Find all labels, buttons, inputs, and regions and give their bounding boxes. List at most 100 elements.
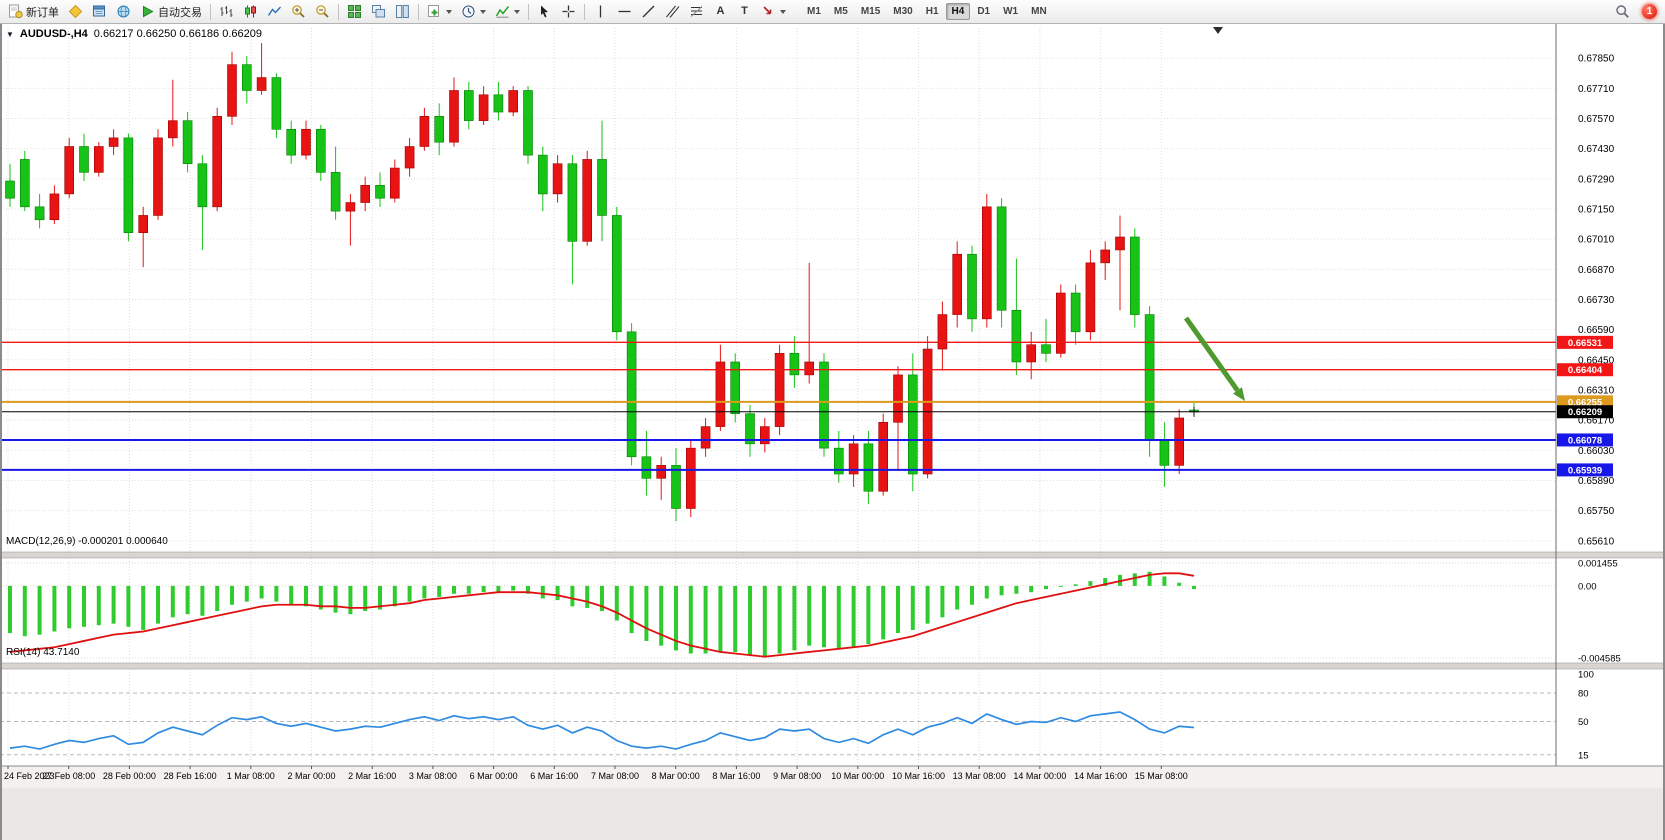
candle: [952, 253, 963, 315]
fibonacci-tool-button[interactable]: [685, 2, 708, 22]
macd-bar: [37, 585, 42, 635]
trendline-tool-button[interactable]: [637, 2, 660, 22]
macd-bar: [289, 585, 294, 605]
notifications-badge[interactable]: 1: [1642, 4, 1657, 19]
svg-text:80: 80: [1578, 689, 1589, 700]
label-tool-icon: T: [741, 5, 748, 17]
zoom-out-button[interactable]: [311, 2, 334, 22]
candle: [64, 146, 74, 195]
candle: [108, 137, 119, 147]
timeframe-m1-button[interactable]: M1: [801, 3, 827, 20]
svg-text:24 Feb 2023: 24 Feb 2023: [4, 771, 55, 781]
candle: [848, 443, 859, 475]
new-order-button[interactable]: 新订单: [4, 2, 63, 22]
zoom-in-button[interactable]: [287, 2, 310, 22]
svg-text:0.67710: 0.67710: [1578, 84, 1615, 95]
arrows-tool-button[interactable]: [757, 2, 790, 22]
channel-icon: [666, 5, 680, 18]
line-chart-icon: [267, 6, 282, 16]
auto-trading-button[interactable]: 自动交易: [136, 2, 206, 22]
timeframe-d1-button[interactable]: D1: [971, 3, 996, 20]
time-axis-strip[interactable]: [0, 766, 1665, 788]
indicators-button[interactable]: [491, 2, 524, 22]
search-button[interactable]: [1611, 2, 1634, 22]
arrange-windows-button[interactable]: [391, 2, 414, 22]
macd-bar: [644, 585, 649, 641]
navigator-button[interactable]: [112, 2, 135, 22]
timeframe-m30-button[interactable]: M30: [887, 3, 918, 20]
vertical-line-tool-button[interactable]: [589, 2, 612, 22]
svg-text:28 Feb 16:00: 28 Feb 16:00: [164, 771, 217, 781]
channel-tool-button[interactable]: [661, 2, 684, 22]
splitter-macd-rsi[interactable]: [0, 662, 1665, 670]
toolbar-right-group: 1: [1611, 2, 1661, 22]
macd-bar: [407, 585, 412, 602]
chart-shift-marker[interactable]: [1213, 27, 1223, 34]
horizontal-line-tool-button[interactable]: [613, 2, 636, 22]
svg-text:-0.004585: -0.004585: [1578, 654, 1621, 665]
splitter-main-macd[interactable]: [0, 551, 1665, 559]
svg-text:0.65890: 0.65890: [1578, 476, 1615, 487]
macd-bar: [1162, 576, 1167, 586]
svg-text:2 Mar 00:00: 2 Mar 00:00: [287, 771, 335, 781]
timeframe-mn-button[interactable]: MN: [1025, 3, 1053, 20]
tile-windows-icon: [348, 5, 361, 18]
timeframe-w1-button[interactable]: W1: [997, 3, 1024, 20]
candle: [197, 163, 208, 208]
candle: [907, 374, 918, 475]
candle: [375, 184, 385, 199]
chart-candles-button[interactable]: [239, 2, 262, 22]
arrow-annotation[interactable]: [1183, 316, 1245, 401]
macd-bar: [955, 585, 960, 610]
toolbar-separator: [338, 3, 339, 20]
macd-bar: [629, 585, 634, 634]
chart-bars-button[interactable]: [215, 2, 238, 22]
timeframe-h4-button[interactable]: H4: [945, 3, 971, 20]
macd-bar: [363, 585, 368, 612]
svg-text:14 Mar 16:00: 14 Mar 16:00: [1074, 771, 1127, 781]
chart-line-button[interactable]: [263, 2, 286, 22]
svg-text:0.66531: 0.66531: [1568, 338, 1603, 349]
candle: [611, 215, 622, 333]
market-watch-button[interactable]: [64, 2, 87, 22]
price-tag-0.66255: [1557, 395, 1613, 409]
candle: [730, 361, 741, 414]
macd-bar: [585, 585, 590, 608]
new-order-icon: [9, 4, 23, 19]
price-axis-column[interactable]: [1556, 24, 1665, 766]
chart-canvas[interactable]: 0.0014550.00-0.0045851008050150.678500.6…: [0, 24, 1665, 840]
text-tool-button[interactable]: A: [709, 2, 732, 22]
price-tag-0.66209: [1557, 405, 1613, 419]
svg-text:50: 50: [1578, 717, 1589, 728]
grid: [0, 28, 1556, 766]
label-tool-button[interactable]: T: [733, 2, 756, 22]
svg-text:0.66255: 0.66255: [1568, 397, 1603, 408]
one-click-trading-toggle[interactable]: ▼: [6, 29, 14, 39]
timeframe-h1-button[interactable]: H1: [920, 3, 945, 20]
new-chart-button[interactable]: [423, 2, 456, 22]
periods-button[interactable]: [457, 2, 490, 22]
candlestick-chart-icon: [245, 5, 256, 18]
macd-bar: [200, 585, 205, 616]
timeframe-m15-button[interactable]: M15: [855, 3, 886, 20]
macd-bar: [600, 585, 604, 612]
timeframe-m5-button[interactable]: M5: [828, 3, 854, 20]
search-icon: [1616, 5, 1629, 18]
crosshair-tool-button[interactable]: [557, 2, 580, 22]
macd-bar: [718, 585, 723, 652]
candle: [626, 331, 637, 458]
candle: [1130, 236, 1140, 315]
dropdown-caret-icon: [480, 9, 486, 14]
macd-bar: [274, 585, 279, 602]
chart-region: 0.001455 0.00 -0.004585 100 80 50 15 0.67850 0.6…: [0, 24, 1665, 840]
macd-bar: [1044, 585, 1048, 590]
data-window-button[interactable]: [88, 2, 111, 22]
macd-bar: [940, 585, 945, 618]
tile-windows-button[interactable]: [343, 2, 366, 22]
cursor-tool-button[interactable]: [533, 2, 556, 22]
macd-bar: [807, 585, 812, 646]
candle: [789, 353, 800, 376]
cascade-windows-button[interactable]: [367, 2, 390, 22]
macd-bar: [452, 585, 456, 594]
